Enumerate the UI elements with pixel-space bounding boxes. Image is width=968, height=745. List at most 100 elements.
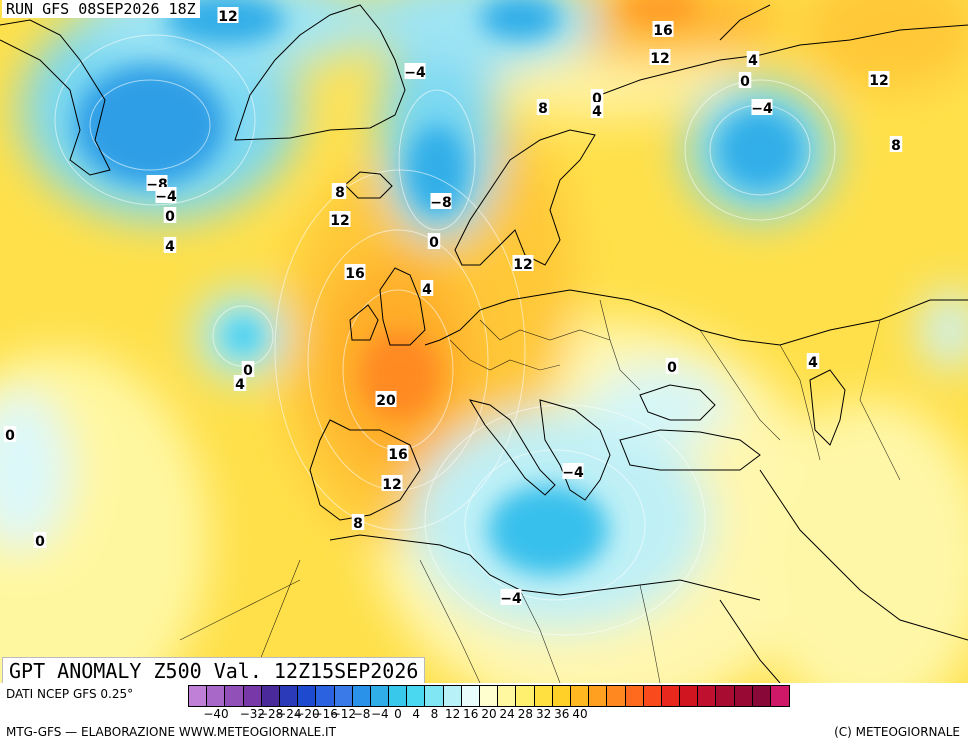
color-scale: −40 −32 −28 −24 −20 −16 −12 −8 −4 0 4 8 12 16 20 24 28 32… xyxy=(188,685,964,725)
color-swatch xyxy=(625,686,644,706)
contour-label: 0 xyxy=(3,426,17,444)
color-scale-tick: 40 xyxy=(572,707,588,721)
color-swatch xyxy=(207,686,226,706)
map-title: GPT ANOMALY Z500 Val. 12Z15SEP2026 xyxy=(2,657,426,685)
contour-label: 12 xyxy=(512,255,534,273)
contour-label: 0 xyxy=(427,233,441,251)
coastlines xyxy=(0,4,968,683)
color-scale-tick: −20 xyxy=(294,707,320,721)
contour-label: 8 xyxy=(889,136,903,154)
svg-text:8: 8 xyxy=(538,101,548,117)
svg-text:8: 8 xyxy=(891,138,901,154)
color-swatch xyxy=(570,686,590,706)
color-swatch xyxy=(552,686,571,706)
color-swatch xyxy=(607,686,626,706)
contour-label: 4 xyxy=(420,280,434,298)
color-scale-tick: −8 xyxy=(352,707,371,721)
svg-text:−4: −4 xyxy=(404,65,426,81)
color-swatch xyxy=(352,686,371,706)
contour-label: −4 xyxy=(500,589,522,607)
color-scale-tick: 32 xyxy=(535,707,552,721)
svg-text:8: 8 xyxy=(335,185,345,201)
color-swatch xyxy=(443,686,462,706)
color-scale-tick: 0 xyxy=(394,707,402,721)
color-swatch xyxy=(534,686,553,706)
anomaly-map: 1216124012−4048−488−8−4048−8120164120420… xyxy=(0,0,968,683)
svg-text:−4: −4 xyxy=(751,101,773,117)
color-swatch xyxy=(389,686,408,706)
color-swatch xyxy=(752,686,771,706)
run-title: RUN GFS 08SEP2026 18Z xyxy=(2,0,200,18)
color-swatch xyxy=(498,686,517,706)
svg-text:12: 12 xyxy=(513,257,532,273)
svg-text:4: 4 xyxy=(808,355,818,371)
contour-label: 4 xyxy=(590,102,604,120)
color-swatch xyxy=(734,686,753,706)
svg-text:0: 0 xyxy=(740,74,750,90)
color-scale-tick: −16 xyxy=(312,707,338,721)
color-scale-tick: −40 xyxy=(203,707,229,721)
contour-label: 4 xyxy=(163,237,177,255)
color-swatch xyxy=(261,686,280,706)
svg-text:8: 8 xyxy=(353,516,363,532)
color-swatch xyxy=(680,686,699,706)
color-swatch xyxy=(334,686,353,706)
contour-label: 12 xyxy=(381,475,403,493)
svg-text:16: 16 xyxy=(653,23,672,39)
color-scale-tick: 20 xyxy=(481,707,497,721)
color-scale-tick: 24 xyxy=(499,707,515,721)
contour-label: 4 xyxy=(746,51,760,69)
color-swatch xyxy=(771,686,790,706)
color-scale-tick: −24 xyxy=(276,707,302,721)
svg-text:0: 0 xyxy=(429,235,439,251)
contour-label: 16 xyxy=(387,445,409,463)
contour-label: 12 xyxy=(868,71,890,89)
contour-label: 0 xyxy=(738,72,752,90)
contour-label: 4 xyxy=(806,353,820,371)
color-scale-tick: −12 xyxy=(330,707,357,721)
color-scale-tick: 16 xyxy=(463,707,479,721)
contour-label: −4 xyxy=(751,99,773,117)
contour-label: 12 xyxy=(217,7,239,25)
color-swatch xyxy=(225,686,244,706)
color-scale-tick: 36 xyxy=(554,707,570,721)
svg-text:−4: −4 xyxy=(155,189,177,205)
color-swatch xyxy=(698,686,717,706)
svg-text:4: 4 xyxy=(422,282,432,298)
svg-text:20: 20 xyxy=(376,393,396,409)
svg-text:4: 4 xyxy=(165,239,175,255)
color-swatch xyxy=(189,686,208,706)
data-source-label: DATI NCEP GFS 0.25° xyxy=(6,687,134,701)
color-swatch xyxy=(661,686,681,706)
contour-label: 0 xyxy=(590,89,604,107)
svg-text:0: 0 xyxy=(5,428,15,444)
contour-label: 16 xyxy=(344,264,366,282)
svg-text:−4: −4 xyxy=(562,465,584,481)
svg-text:4: 4 xyxy=(592,104,602,120)
anomaly-field xyxy=(0,0,968,683)
svg-text:12: 12 xyxy=(330,213,349,229)
contour-label: 12 xyxy=(649,49,671,67)
color-scale-tick: 8 xyxy=(430,707,439,721)
contour-label: 0 xyxy=(33,532,47,550)
color-scale-tick: 12 xyxy=(444,707,461,721)
svg-text:12: 12 xyxy=(869,73,888,89)
color-scale-tick: −28 xyxy=(257,707,284,721)
contour-label: −4 xyxy=(562,463,584,481)
svg-text:−8: −8 xyxy=(430,195,451,211)
color-swatch xyxy=(243,686,262,706)
color-scale-tick: 28 xyxy=(517,707,534,721)
color-swatch xyxy=(425,686,444,706)
legend-footer: DATI NCEP GFS 0.25° −40 −32 −28 −24 −20 −16 −1… xyxy=(0,683,968,745)
svg-text:−4: −4 xyxy=(500,591,522,607)
contour-label: −8 xyxy=(430,193,452,211)
svg-text:4: 4 xyxy=(748,53,758,69)
color-swatch xyxy=(643,686,662,706)
contour-label: 20 xyxy=(375,391,397,409)
svg-text:12: 12 xyxy=(218,9,237,25)
contour-label: 8 xyxy=(536,99,550,117)
color-swatch xyxy=(589,686,608,706)
contour-label: −4 xyxy=(155,187,177,205)
svg-text:0: 0 xyxy=(243,363,253,379)
color-swatch xyxy=(461,686,480,706)
